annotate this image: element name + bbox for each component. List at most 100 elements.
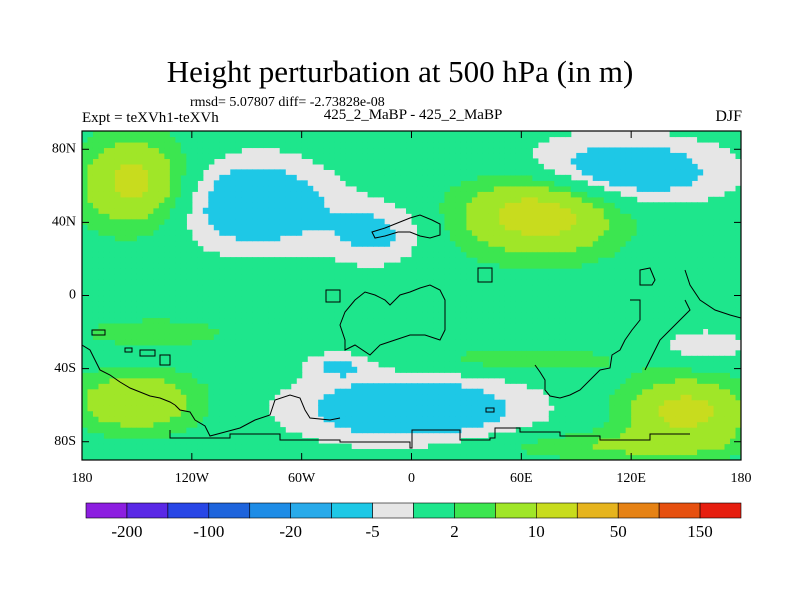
contour-cell	[82, 344, 89, 351]
contour-cell	[312, 131, 319, 138]
contour-cell	[444, 224, 451, 231]
contour-cell	[147, 240, 154, 247]
contour-cell	[581, 262, 588, 269]
contour-cell	[565, 333, 572, 340]
contour-cell	[406, 454, 413, 460]
contour-cell	[493, 202, 500, 209]
contour-cell	[422, 290, 429, 297]
contour-cell	[400, 449, 407, 456]
contour-cell	[241, 377, 248, 384]
contour-cell	[455, 240, 462, 247]
contour-cell	[257, 136, 264, 143]
contour-cell	[598, 432, 605, 439]
contour-cell	[471, 174, 478, 181]
contour-cell	[592, 273, 599, 280]
contour-cell	[351, 174, 358, 181]
contour-cell	[87, 328, 94, 335]
contour-cell	[120, 235, 127, 242]
contour-cell	[241, 438, 248, 445]
contour-cell	[598, 350, 605, 357]
contour-cell	[125, 454, 133, 460]
contour-cell	[164, 317, 171, 324]
contour-cell	[466, 405, 473, 412]
contour-cell	[532, 350, 539, 357]
contour-cell	[559, 207, 566, 214]
contour-cell	[460, 306, 468, 313]
contour-cell	[329, 213, 336, 220]
contour-cell	[603, 355, 610, 362]
contour-cell	[378, 333, 385, 340]
contour-cell	[131, 355, 138, 362]
contour-cell	[356, 350, 363, 357]
contour-cell	[142, 169, 149, 176]
contour-cell	[455, 224, 462, 231]
contour-cell	[114, 273, 122, 280]
contour-cell	[191, 438, 198, 445]
contour-cell	[120, 372, 127, 379]
contour-cell	[378, 350, 385, 357]
contour-cell	[587, 273, 594, 280]
contour-cell	[114, 421, 122, 428]
contour-cell	[554, 454, 561, 460]
contour-cell	[208, 262, 215, 269]
contour-cell	[224, 306, 231, 313]
contour-cell	[109, 273, 116, 280]
contour-cell	[362, 218, 369, 225]
contour-cell	[373, 229, 380, 236]
contour-cell	[208, 191, 215, 198]
contour-cell	[378, 158, 385, 165]
contour-cell	[411, 284, 418, 291]
contour-cell	[208, 339, 215, 346]
contour-cell	[175, 300, 182, 308]
contour-cell	[285, 229, 292, 236]
contour-cell	[362, 229, 369, 236]
contour-cell	[482, 333, 489, 340]
contour-cell	[257, 383, 264, 390]
contour-cell	[581, 202, 588, 209]
contour-cell	[180, 213, 187, 220]
contour-cell	[103, 361, 111, 368]
contour-cell	[213, 317, 220, 324]
contour-cell	[488, 136, 495, 143]
contour-cell	[180, 295, 187, 302]
contour-cell	[559, 311, 566, 319]
contour-cell	[301, 196, 308, 203]
contour-cell	[180, 185, 187, 192]
contour-cell	[290, 202, 297, 209]
contour-cell	[576, 273, 583, 280]
contour-cell	[427, 180, 435, 187]
contour-cell	[537, 240, 544, 247]
contour-cell	[257, 141, 264, 149]
contour-cell	[548, 202, 555, 209]
contour-cell	[345, 218, 352, 225]
contour-cell	[433, 333, 440, 340]
contour-cell	[587, 163, 594, 170]
contour-cell	[351, 350, 358, 357]
contour-cell	[307, 224, 314, 231]
contour-cell	[565, 377, 572, 384]
contour-cell	[153, 317, 160, 324]
contour-cell	[389, 136, 396, 143]
contour-cell	[466, 333, 473, 340]
contour-cell	[406, 339, 413, 346]
contour-cell	[87, 443, 94, 450]
contour-cell	[422, 311, 429, 319]
contour-cell	[427, 421, 435, 428]
contour-cell	[433, 339, 440, 346]
contour-cell	[460, 229, 468, 236]
contour-cell	[488, 207, 495, 214]
contour-cell	[510, 306, 517, 313]
contour-cell	[114, 355, 122, 362]
contour-cell	[449, 339, 457, 346]
contour-cell	[153, 361, 160, 368]
contour-cell	[290, 290, 297, 297]
contour-cell	[351, 141, 358, 149]
contour-cell	[158, 174, 165, 181]
contour-cell	[82, 328, 89, 335]
contour-cell	[301, 279, 308, 286]
contour-cell	[565, 235, 572, 242]
contour-cell	[598, 306, 605, 313]
contour-cell	[274, 218, 281, 225]
contour-cell	[340, 290, 347, 297]
contour-cell	[208, 366, 215, 373]
